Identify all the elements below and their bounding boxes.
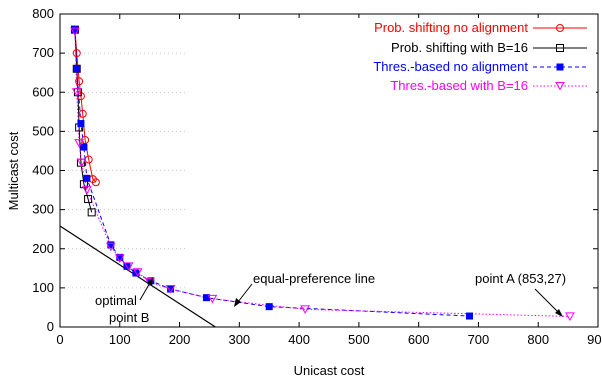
- annotation-point-b: point B: [109, 310, 149, 325]
- data-point-triangle: [565, 312, 575, 321]
- data-point-filled-square: [107, 241, 115, 249]
- legend-marker-circle-icon: [556, 24, 564, 32]
- legend-label: Thres.-based no alignment: [373, 59, 528, 74]
- x-tick-label: 400: [288, 332, 310, 347]
- legend-marker-triangle-icon: [555, 82, 565, 91]
- legend-box: [246, 18, 596, 104]
- y-tick-label: 0: [47, 319, 54, 334]
- data-point-square: [84, 195, 93, 204]
- x-tick-label: 900: [587, 332, 602, 347]
- legend-entry-thres-b16: Thres.-based with B=16: [390, 78, 587, 93]
- data-point-circle: [78, 109, 87, 118]
- arrowhead-icon: [147, 277, 153, 286]
- y-tick-label: 600: [32, 84, 54, 99]
- data-point-triangle: [74, 139, 84, 148]
- data-point-filled-square: [202, 294, 210, 302]
- data-point-triangle: [82, 186, 92, 195]
- data-point-triangle: [300, 305, 310, 314]
- series-line-2: [74, 29, 470, 317]
- x-tick-label: 0: [56, 332, 63, 347]
- annotation-arrow-point-a: [534, 288, 561, 315]
- legend-marker-square-icon: [556, 44, 564, 52]
- data-point-filled-square: [71, 26, 79, 34]
- data-point-filled-square: [73, 65, 81, 73]
- data-point-filled-square: [80, 143, 88, 151]
- data-point-triangle: [105, 242, 116, 252]
- legend-marker-filled-square-icon: [556, 63, 564, 71]
- annotations: equal-preference line optimal point B po…: [95, 271, 566, 325]
- data-point-triangle: [123, 262, 134, 271]
- y-tick-label: 200: [32, 241, 54, 256]
- arrowhead-icon: [555, 309, 563, 317]
- y-tick-label: 100: [32, 280, 54, 295]
- annotation-equal-preference: equal-preference line: [253, 271, 375, 286]
- y-tick-label: 300: [32, 202, 54, 217]
- y-tick-label: 400: [32, 163, 54, 178]
- data-point-circle: [91, 178, 100, 187]
- data-point-filled-square: [116, 253, 124, 261]
- data-point-filled-square: [83, 174, 91, 182]
- legend-entry-prob-no-align: Prob. shifting no alignment: [374, 20, 587, 35]
- x-tick-label: 200: [169, 332, 191, 347]
- x-tick-label: 100: [109, 332, 131, 347]
- legend-entry-prob-b16: Prob. shifting with B=16: [391, 40, 587, 55]
- x-tick-label: 600: [408, 332, 430, 347]
- y-tick-label: 700: [32, 45, 54, 60]
- data-point-triangle: [114, 254, 125, 264]
- data-point-square: [87, 208, 96, 217]
- data-point-filled-square: [265, 303, 273, 311]
- x-tick-label: 800: [527, 332, 549, 347]
- annotation-point-a: point A (853,27): [475, 271, 566, 286]
- y-tick-label: 800: [32, 6, 54, 21]
- x-tick-label: 700: [468, 332, 490, 347]
- legend-label: Thres.-based with B=16: [390, 78, 528, 93]
- data-point-triangle: [132, 268, 143, 277]
- legend: Prob. shifting no alignment Prob. shifti…: [246, 18, 596, 104]
- legend-entry-thres-no-align: Thres.-based no alignment: [373, 59, 587, 74]
- series-line-0: [74, 29, 97, 183]
- y-tick-label: 500: [32, 123, 54, 138]
- data-point-circle: [72, 49, 81, 58]
- data-point-circle: [75, 77, 84, 86]
- data-point-triangle: [207, 294, 218, 304]
- data-point-filled-square: [77, 120, 85, 128]
- legend-label: Prob. shifting no alignment: [374, 20, 528, 35]
- data-point-filled-square: [465, 312, 473, 320]
- y-axis-title: Multicast cost: [6, 131, 21, 210]
- x-tick-label: 500: [348, 332, 370, 347]
- arrowhead-icon: [234, 298, 241, 307]
- annotation-optimal: optimal: [95, 293, 137, 308]
- annotation-arrow-equal-preference: [237, 283, 253, 303]
- data-point-filled-square: [167, 285, 175, 293]
- data-point-triangle: [165, 285, 176, 294]
- data-point-triangle: [70, 27, 80, 37]
- x-tick-label: 300: [228, 332, 250, 347]
- data-point-triangle: [71, 88, 82, 97]
- x-axis-title: Unicast cost: [294, 363, 365, 378]
- legend-label: Prob. shifting with B=16: [391, 40, 528, 55]
- data-point-triangle: [76, 158, 87, 168]
